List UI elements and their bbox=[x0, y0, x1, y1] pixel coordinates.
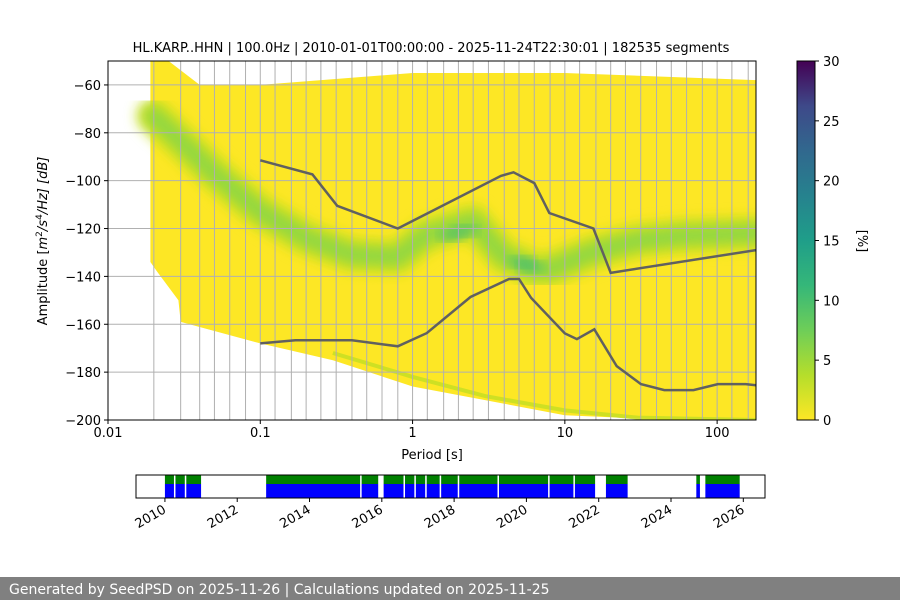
y-tick-label: −80 bbox=[74, 127, 101, 142]
psd-figure: HL.KARP..HHN | 100.0Hz | 2010-01-01T00:0… bbox=[35, 41, 869, 532]
noise-model-curves bbox=[259, 159, 756, 392]
timeline-tick-label: 2010 bbox=[133, 502, 169, 532]
y-tick-label: −200 bbox=[65, 414, 101, 429]
colorbar-tick-label: 0 bbox=[823, 414, 831, 429]
colorbar-tick-label: 10 bbox=[823, 294, 840, 309]
timeline-data-segment bbox=[383, 484, 596, 498]
timeline-data-segment bbox=[696, 484, 700, 498]
timeline-gap bbox=[360, 475, 362, 498]
timeline-tick-label: 2018 bbox=[422, 502, 458, 532]
timeline-data-segment bbox=[705, 484, 740, 498]
density-peak bbox=[450, 224, 479, 237]
timeline-gap bbox=[414, 475, 416, 498]
timeline-tick-label: 2012 bbox=[205, 502, 241, 532]
timeline-gap bbox=[184, 475, 187, 498]
density-peak bbox=[517, 260, 546, 273]
x-tick-label: 1 bbox=[408, 426, 416, 441]
axes-ticks: 0.01 0.1 1 10 100 −60 −80 −100 −120 −140 −160 −180 −… bbox=[65, 79, 729, 441]
timeline-tick-label: 2014 bbox=[277, 502, 313, 532]
timeline-data-segment bbox=[164, 484, 202, 498]
x-tick-label: 0.1 bbox=[250, 426, 271, 441]
timeline-computed-segment bbox=[696, 475, 700, 484]
y-axis-label: Amplitude [m2/s4/Hz] [dB] bbox=[35, 157, 51, 326]
plot-frame bbox=[107, 60, 757, 421]
grid-lines bbox=[108, 61, 756, 421]
timeline-computed-segment bbox=[705, 475, 740, 484]
timeline-gap bbox=[457, 475, 460, 498]
timeline-tick-label: 2024 bbox=[639, 502, 675, 532]
colorbar-tick-label: 25 bbox=[823, 115, 840, 130]
timeline-tick-label: 2020 bbox=[494, 502, 530, 532]
x-tick-label: 100 bbox=[705, 426, 730, 441]
colorbar-tick-label: 5 bbox=[823, 354, 831, 369]
colorbar-label: [%] bbox=[854, 230, 869, 253]
timeline-computed-segment bbox=[164, 475, 202, 484]
colorbar-tick-label: 20 bbox=[823, 175, 840, 190]
x-axis-label: Period [s] bbox=[401, 448, 463, 463]
timeline-gap bbox=[548, 475, 550, 498]
colorbar-ticks: 0 5 10 15 20 25 30 bbox=[815, 55, 840, 429]
timeline-tick-label: 2026 bbox=[711, 502, 747, 532]
timeline-gap bbox=[497, 475, 499, 498]
timeline-data-segment bbox=[605, 484, 628, 498]
chart-title: HL.KARP..HHN | 100.0Hz | 2010-01-01T00:0… bbox=[133, 41, 730, 56]
timeline-gap bbox=[173, 475, 176, 498]
timeline-computed-segment bbox=[383, 475, 596, 484]
timeline-gap bbox=[439, 475, 442, 498]
x-tick-label: 0.01 bbox=[94, 426, 123, 441]
nhnm-curve bbox=[259, 159, 756, 275]
y-tick-label: −100 bbox=[65, 175, 101, 190]
timeline-computed-segment bbox=[266, 475, 379, 484]
psd-density-area bbox=[136, 61, 756, 420]
colorbar-tick-label: 15 bbox=[823, 235, 840, 250]
colorbar bbox=[796, 60, 816, 421]
nlnm-curve bbox=[260, 277, 756, 392]
y-tick-label: −60 bbox=[74, 79, 101, 94]
timeline-data-segment bbox=[266, 484, 379, 498]
y-tick-label: −120 bbox=[65, 223, 101, 238]
timeline-frame bbox=[135, 474, 766, 499]
data-availability-timeline: 2010 2012 2014 2016 2018 2020 2022 2024 2026 bbox=[133, 474, 766, 532]
colorbar-tick-label: 30 bbox=[823, 55, 840, 70]
x-tick-label: 10 bbox=[557, 426, 574, 441]
timeline-gap bbox=[573, 475, 575, 498]
y-tick-label: −160 bbox=[65, 318, 101, 333]
timeline-computed-segment bbox=[605, 475, 628, 484]
timeline-gap bbox=[425, 475, 427, 498]
noise-floor-band bbox=[332, 351, 756, 420]
timeline-tick-label: 2016 bbox=[350, 502, 386, 532]
timeline-gap bbox=[403, 475, 406, 498]
footer-text: Generated by SeedPSD on 2025-11-26 | Cal… bbox=[0, 577, 900, 600]
y-tick-label: −180 bbox=[65, 366, 101, 381]
y-tick-label: −140 bbox=[65, 270, 101, 285]
timeline-tick-label: 2022 bbox=[567, 502, 603, 532]
